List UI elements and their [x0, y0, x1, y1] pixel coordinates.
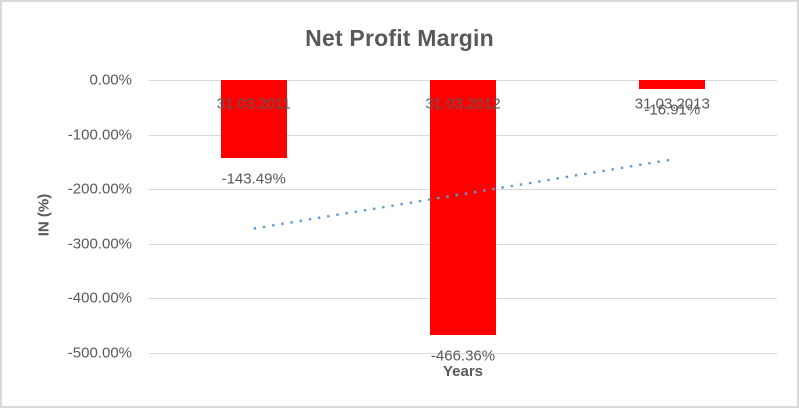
- trendline[interactable]: [253, 158, 673, 230]
- chart-title: Net Profit Margin: [305, 25, 494, 51]
- bar[interactable]: [430, 80, 496, 335]
- bar[interactable]: [220, 80, 287, 159]
- gridline: [149, 353, 777, 354]
- category-label: 31.03.2013: [634, 95, 710, 113]
- y-tick-label: -100.00%: [67, 126, 132, 144]
- bar[interactable]: [639, 80, 706, 90]
- data-label: -466.36%: [430, 347, 496, 365]
- y-tick-label: -400.00%: [67, 289, 132, 307]
- category-label: 31.03.2011: [216, 95, 291, 113]
- y-tick-label: -300.00%: [67, 235, 132, 253]
- y-tick-label: 0.00%: [89, 71, 132, 89]
- category-label: 31.03.2012: [425, 95, 501, 113]
- y-axis-title: IN (%): [35, 193, 53, 237]
- y-tick-label: -200.00%: [67, 180, 132, 198]
- x-axis-title: Years: [442, 363, 484, 380]
- data-label: -16.91%: [644, 101, 701, 119]
- y-tick-label: -500.00%: [67, 344, 132, 362]
- data-label: -143.49%: [221, 170, 286, 188]
